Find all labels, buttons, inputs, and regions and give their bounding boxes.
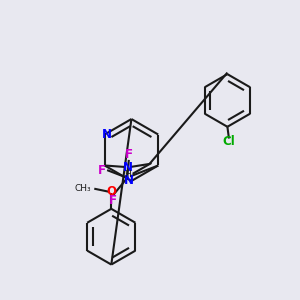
- Text: N: N: [123, 160, 133, 173]
- Text: H: H: [124, 170, 131, 179]
- Text: Cl: Cl: [223, 135, 235, 148]
- Text: N: N: [102, 128, 112, 141]
- Text: F: F: [98, 164, 106, 177]
- Text: F: F: [109, 194, 117, 207]
- Text: N: N: [124, 175, 134, 188]
- Text: O: O: [106, 185, 116, 198]
- Text: CH₃: CH₃: [74, 184, 91, 193]
- Text: F: F: [125, 148, 133, 161]
